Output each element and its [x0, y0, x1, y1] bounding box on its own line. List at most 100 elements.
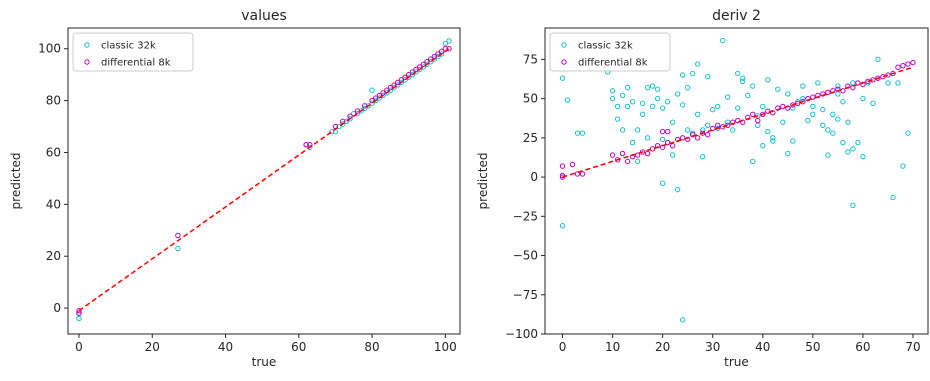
- classic-point: [442, 40, 449, 47]
- differential-point: [905, 61, 911, 67]
- y-tick-label: 80: [46, 94, 61, 108]
- classic-point: [835, 83, 841, 89]
- differential-point: [634, 152, 641, 158]
- classic-point: [659, 136, 666, 143]
- classic-point: [845, 119, 851, 125]
- differential-point: [76, 307, 82, 314]
- differential-point: [369, 97, 375, 104]
- classic-point: [362, 105, 368, 112]
- classic-point: [730, 127, 736, 133]
- differential-point: [387, 84, 394, 91]
- classic-point: [639, 100, 646, 107]
- differential-point: [765, 108, 771, 114]
- classic-point: [900, 163, 906, 169]
- deriv-panel: deriv 2 0 10 20 30 40 50 60 70 −100 −75 −50 −25 0 25 50…: [476, 8, 929, 369]
- classic-point: [760, 103, 766, 110]
- classic-point: [790, 105, 796, 111]
- classic-point: [659, 180, 666, 187]
- x-tick-label: 40: [755, 340, 770, 354]
- classic-point: [574, 130, 581, 136]
- classic-point: [835, 91, 841, 97]
- classic-point: [409, 71, 416, 78]
- differential-point: [609, 152, 616, 158]
- y-tick-label: 50: [523, 92, 538, 106]
- plot-frame: [544, 27, 929, 335]
- differential-point: [579, 171, 586, 177]
- classic-point: [674, 91, 681, 97]
- differential-point: [715, 122, 721, 128]
- legend-label: classic 32k: [101, 41, 156, 52]
- classic-point: [830, 111, 836, 118]
- classic-point: [417, 66, 423, 73]
- x-tick-label: 60: [291, 340, 306, 354]
- differential-point: [413, 66, 419, 73]
- differential-point: [644, 150, 651, 157]
- x-tick-label: 40: [218, 340, 233, 354]
- classic-point: [855, 139, 861, 146]
- differential-point: [710, 125, 716, 132]
- x-tick-label: 30: [705, 340, 720, 354]
- x-tick-label: 60: [855, 340, 870, 354]
- classic-point: [384, 90, 390, 96]
- values-panel: values 0 20 40 60 80 100 0 20 40 60 80 100 true predic…: [9, 8, 461, 369]
- classic-point: [336, 123, 342, 130]
- x-axis-label: true: [252, 355, 277, 369]
- y-tick-label: 40: [46, 197, 61, 211]
- classic-point: [619, 92, 626, 99]
- classic-point: [770, 138, 776, 144]
- classic-point: [438, 51, 445, 57]
- differential-point: [446, 46, 452, 52]
- classic-point: [609, 88, 616, 94]
- differential-point: [402, 74, 408, 80]
- differential-point: [559, 172, 566, 179]
- classic-point: [398, 79, 405, 86]
- classic-point: [354, 110, 361, 117]
- y-tick-label: 20: [46, 249, 61, 263]
- classic-point: [700, 127, 706, 133]
- legend-label: differential 8k: [101, 58, 171, 69]
- differential-point: [395, 79, 401, 86]
- classic-point: [890, 194, 896, 201]
- classic-point: [380, 92, 386, 99]
- classic-point: [431, 56, 438, 62]
- classic-point: [800, 95, 806, 102]
- differential-point: [664, 128, 671, 135]
- classic-point: [895, 80, 901, 86]
- classic-point: [735, 105, 741, 111]
- classic-point: [885, 80, 891, 86]
- classic-point: [694, 111, 701, 118]
- classic-point: [402, 77, 408, 83]
- classic-point: [810, 111, 816, 118]
- y-tick-label: −100: [505, 327, 538, 341]
- classic-point: [700, 153, 706, 160]
- differential-point: [735, 117, 741, 124]
- y-tick-label: 0: [53, 301, 61, 315]
- differential-point: [694, 135, 701, 141]
- classic-point: [875, 56, 881, 63]
- classic-point: [740, 75, 746, 81]
- classic-point: [664, 99, 671, 105]
- classic-point: [770, 135, 776, 141]
- x-tick-label: 20: [655, 340, 670, 354]
- classic-point: [760, 142, 766, 149]
- classic-point: [805, 117, 811, 124]
- chart-title: deriv 2: [712, 8, 761, 24]
- y-tick-label: 100: [38, 42, 61, 56]
- classic-point: [684, 84, 691, 91]
- differential-point: [624, 158, 631, 165]
- classic-point: [710, 106, 716, 113]
- classic-point: [343, 118, 350, 125]
- classic-point: [634, 158, 641, 165]
- x-tick-label: 70: [905, 340, 920, 354]
- classic-point: [830, 130, 836, 136]
- classic-point: [644, 84, 651, 91]
- classic-point: [745, 92, 751, 99]
- classic-point: [365, 103, 372, 109]
- classic-point: [435, 53, 441, 60]
- classic-point: [427, 59, 434, 65]
- classic-point: [850, 80, 856, 86]
- classic-point: [395, 82, 401, 88]
- chart-title: values: [241, 8, 287, 24]
- classic-point: [905, 130, 911, 136]
